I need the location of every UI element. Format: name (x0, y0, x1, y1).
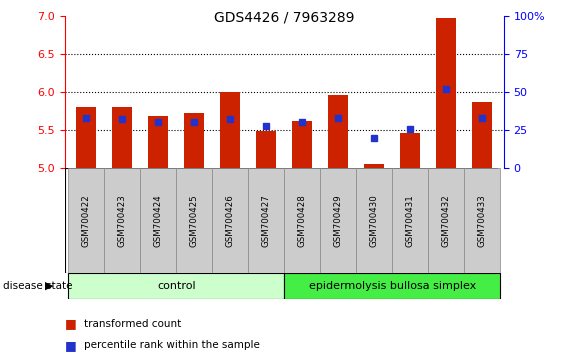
Text: GSM700426: GSM700426 (226, 194, 235, 247)
Text: GSM700428: GSM700428 (298, 194, 307, 247)
Text: GSM700433: GSM700433 (478, 194, 487, 247)
Bar (400, 133, 420, 168)
Text: epidermolysis bullosa simplex: epidermolysis bullosa simplex (309, 281, 476, 291)
Text: GSM700432: GSM700432 (442, 194, 451, 247)
Bar (364, 164, 384, 168)
FancyBboxPatch shape (140, 168, 176, 273)
Text: GDS4426 / 7963289: GDS4426 / 7963289 (214, 11, 355, 25)
Text: transformed count: transformed count (84, 319, 182, 329)
FancyBboxPatch shape (428, 168, 464, 273)
FancyBboxPatch shape (284, 273, 501, 298)
FancyBboxPatch shape (356, 168, 392, 273)
Text: GSM700423: GSM700423 (118, 194, 127, 247)
Text: GSM700427: GSM700427 (262, 194, 271, 247)
FancyBboxPatch shape (68, 273, 284, 298)
Text: control: control (157, 281, 195, 291)
FancyBboxPatch shape (68, 168, 104, 273)
Text: GSM700429: GSM700429 (334, 194, 343, 247)
Bar (292, 121, 312, 168)
Bar (221, 92, 240, 168)
FancyBboxPatch shape (104, 168, 140, 273)
FancyBboxPatch shape (284, 168, 320, 273)
Bar (256, 131, 276, 168)
Text: ■: ■ (65, 339, 77, 352)
Bar (472, 102, 492, 168)
Text: percentile rank within the sample: percentile rank within the sample (84, 340, 260, 350)
FancyBboxPatch shape (248, 168, 284, 273)
FancyBboxPatch shape (212, 168, 248, 273)
Text: GSM700425: GSM700425 (190, 194, 199, 247)
Bar (328, 95, 348, 168)
Text: GSM700431: GSM700431 (406, 194, 415, 247)
Text: ▶: ▶ (45, 281, 53, 291)
FancyBboxPatch shape (464, 168, 501, 273)
Bar (113, 107, 132, 168)
FancyBboxPatch shape (176, 168, 212, 273)
Text: GSM700430: GSM700430 (370, 194, 379, 247)
Bar (149, 116, 168, 168)
FancyBboxPatch shape (320, 168, 356, 273)
FancyBboxPatch shape (392, 168, 428, 273)
Text: GSM700422: GSM700422 (82, 194, 91, 247)
Bar (77, 107, 96, 168)
Text: GSM700424: GSM700424 (154, 194, 163, 247)
Bar (436, 18, 456, 168)
Bar (185, 113, 204, 168)
Text: disease state: disease state (3, 281, 72, 291)
Text: ■: ■ (65, 318, 77, 330)
FancyBboxPatch shape (65, 168, 497, 273)
